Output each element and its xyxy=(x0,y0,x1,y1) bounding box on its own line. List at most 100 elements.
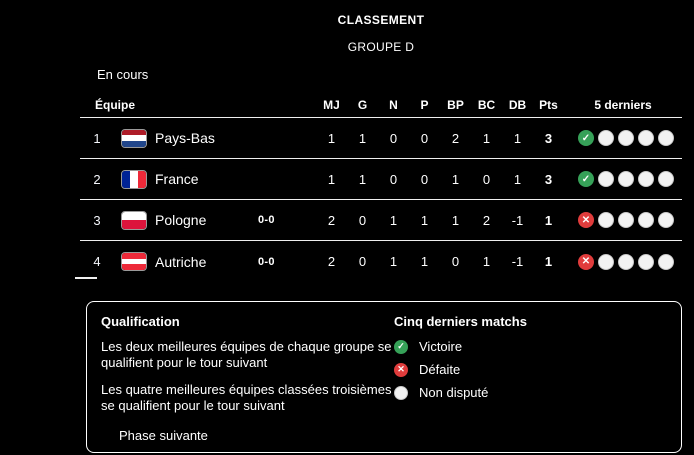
empty-circle-icon xyxy=(658,253,674,270)
last5-legend-title: Cinq derniers matchs xyxy=(394,314,527,329)
empty-circle-icon xyxy=(638,130,654,146)
group-subtitle: GROUPE D xyxy=(347,40,415,54)
phase-suivante-label: Phase suivante xyxy=(119,428,208,443)
cross-circle-icon[interactable]: ✕ xyxy=(578,212,594,228)
last5-legend-items: ✓ Victoire ✕ Défaite Non disputé xyxy=(394,339,667,400)
last5-results: ✕ xyxy=(564,253,682,270)
legend-item-label: Victoire xyxy=(419,339,463,354)
standings-panel: CLASSEMENT GROUPE D En cours Équipe MJ G N… xyxy=(75,0,682,453)
stat-value: 2 xyxy=(327,254,336,269)
live-score[interactable]: 0-0 xyxy=(258,255,275,268)
flag-stripe xyxy=(122,129,146,136)
cross-circle-icon[interactable]: ✕ xyxy=(394,362,408,377)
team-name[interactable]: France xyxy=(155,171,199,187)
qualification-legend: Qualification Les deux meilleures équipe… xyxy=(101,314,394,443)
stat-value: 0 xyxy=(358,254,367,269)
stat-value: 1 xyxy=(420,254,429,269)
flag-cell xyxy=(114,169,154,189)
poland-flag-icon xyxy=(121,210,147,230)
flag-cell xyxy=(114,210,154,230)
stat-value: 1 xyxy=(451,171,460,187)
empty-circle-icon xyxy=(618,171,634,187)
stat-column-header-db: DB xyxy=(508,97,527,112)
stat-value: 0 xyxy=(451,254,460,269)
flag-stripe xyxy=(138,170,146,188)
stat-value: 1 xyxy=(389,212,398,228)
live-score[interactable]: 0-0 xyxy=(258,214,275,226)
stat-value: 0 xyxy=(389,130,398,146)
table-row[interactable]: 1 Pays-Bas 1 1 0 0 2 1 1 3 ✓ xyxy=(80,118,682,159)
check-circle-icon[interactable]: ✓ xyxy=(578,130,594,146)
table-row[interactable]: 4 Autriche 0-0 2 0 1 1 0 1 -1 1 ✕ xyxy=(80,241,682,282)
stat-column-header-pts: Pts xyxy=(539,97,558,112)
netherlands-flag-icon xyxy=(121,128,147,148)
last5-results: ✕ xyxy=(564,212,682,228)
rank-number: 1 xyxy=(93,130,101,146)
flag-stripe xyxy=(122,211,146,220)
stat-value: 2 xyxy=(451,130,460,146)
stat-value: 2 xyxy=(482,212,491,228)
table-header-row: Équipe MJ G N P BP BC DB Pts 5 derniers xyxy=(80,92,682,118)
check-circle-icon[interactable]: ✓ xyxy=(394,339,408,354)
rank-number: 2 xyxy=(93,171,101,187)
check-circle-icon[interactable]: ✓ xyxy=(578,171,594,187)
stat-value: 0 xyxy=(420,171,429,187)
flag-stripe xyxy=(122,140,146,147)
standings-rows: 1 Pays-Bas 1 1 0 0 2 1 1 3 ✓ 2 France 1 1 0 0 1 0 1 3 ✓ 3 Polog… xyxy=(80,118,682,282)
flag-stripe xyxy=(130,170,138,188)
flag-cell xyxy=(114,252,154,271)
stat-value: 1 xyxy=(482,254,491,269)
stat-value: 1 xyxy=(327,130,336,146)
empty-circle-icon xyxy=(638,212,654,228)
empty-circle-icon xyxy=(618,253,634,270)
points-value: 3 xyxy=(544,130,553,146)
stat-value: 1 xyxy=(389,254,398,269)
stat-value: -1 xyxy=(511,254,524,269)
flag-stripe xyxy=(122,170,130,188)
rank-number: 3 xyxy=(93,212,101,228)
stat-column-header-bp: BP xyxy=(447,97,464,112)
flag-stripe xyxy=(122,264,146,270)
empty-circle-icon xyxy=(658,212,674,228)
flag-stripe xyxy=(122,253,146,259)
last5-legend: Cinq derniers matchs ✓ Victoire ✕ Défaite No… xyxy=(394,314,667,440)
stat-value: 1 xyxy=(513,130,522,146)
empty-circle-icon xyxy=(598,171,614,187)
empty-circle-icon xyxy=(618,212,634,228)
flag-stripe xyxy=(122,135,146,141)
legend-item: ✓ Victoire xyxy=(394,339,667,354)
team-name[interactable]: Pays-Bas xyxy=(155,130,215,146)
live-status-label: En cours xyxy=(97,67,149,82)
legend-box: Qualification Les deux meilleures équipe… xyxy=(86,301,682,453)
stat-value: 1 xyxy=(358,130,367,146)
flag-cell xyxy=(114,128,154,148)
stat-value: 0 xyxy=(358,212,367,228)
legend-item: ✕ Défaite xyxy=(394,362,667,377)
empty-circle-icon xyxy=(638,253,654,270)
legend-item: Non disputé xyxy=(394,385,667,400)
empty-circle-icon xyxy=(598,212,614,228)
empty-circle-icon xyxy=(598,130,614,146)
table-row[interactable]: 2 France 1 1 0 0 1 0 1 3 ✓ xyxy=(80,159,682,200)
empty-circle-icon xyxy=(658,171,674,187)
empty-circle-icon xyxy=(394,385,408,400)
legend-item-label: Non disputé xyxy=(419,385,489,400)
empty-circle-icon xyxy=(638,171,654,187)
stat-value: 0 xyxy=(420,130,429,146)
stat-value: 2 xyxy=(327,212,336,228)
team-name[interactable]: Pologne xyxy=(155,212,207,228)
points-value: 1 xyxy=(544,212,553,228)
qualification-title: Qualification xyxy=(101,314,180,329)
last5-results: ✓ xyxy=(564,171,682,187)
qualification-rule-1: Les deux meilleures équipes de chaque gr… xyxy=(101,339,392,370)
team-name[interactable]: Autriche xyxy=(155,253,207,270)
empty-circle-icon xyxy=(658,130,674,146)
stat-value: 0 xyxy=(389,171,398,187)
page-title: CLASSEMENT xyxy=(337,13,425,27)
table-row[interactable]: 3 Pologne 0-0 2 0 1 1 1 2 -1 1 ✕ xyxy=(80,200,682,241)
cross-circle-icon[interactable]: ✕ xyxy=(578,253,594,270)
stat-value: 1 xyxy=(451,212,460,228)
phase-boundary-line xyxy=(75,277,97,279)
points-value: 1 xyxy=(544,254,553,269)
austria-flag-icon xyxy=(121,252,147,271)
